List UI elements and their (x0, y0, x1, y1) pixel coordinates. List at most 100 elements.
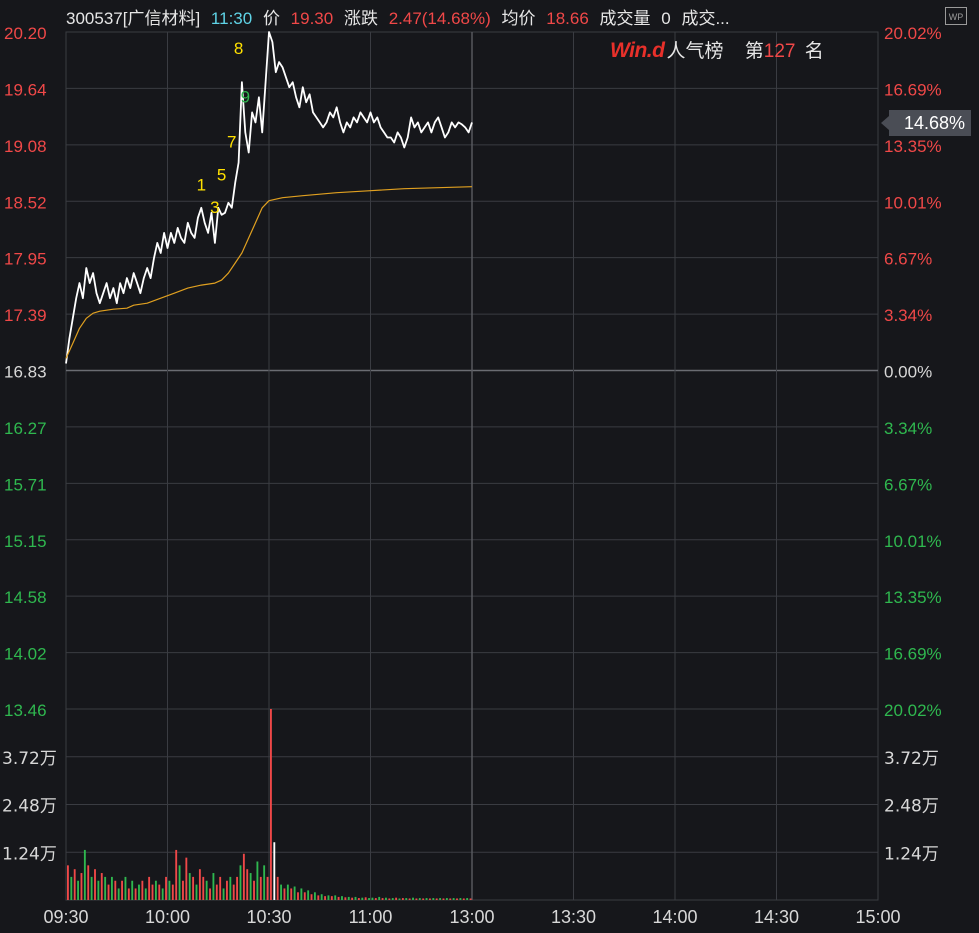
volume-bar (327, 895, 330, 900)
pct-tick-label: 3.34% (884, 306, 932, 325)
pct-tick-label: 10.01% (884, 193, 942, 212)
pct-tick-label: 20.02% (884, 24, 942, 43)
volume-tick-label-right: 3.72万 (884, 749, 939, 769)
volume-bar (73, 869, 76, 900)
pct-tick-label: 13.35% (884, 588, 942, 607)
volume-bar (452, 898, 455, 900)
price-tick-label: 19.08 (4, 137, 47, 156)
volume-bar (341, 896, 343, 900)
volume-tick-label: 2.48万 (2, 797, 57, 817)
wp-badge[interactable]: WP (945, 7, 967, 25)
volume-bar (313, 892, 316, 900)
volume-bar (215, 884, 218, 900)
volume-bar (94, 869, 96, 900)
volume-bar (246, 869, 249, 900)
volume-bar (239, 865, 242, 900)
price-tick-label: 16.83 (4, 363, 47, 382)
volume-bar (307, 890, 310, 900)
volume-bar (151, 884, 154, 900)
price-label: 价 (262, 9, 280, 28)
volume-bar (381, 898, 384, 900)
rank-value: 127 (763, 41, 796, 62)
volume-bar (317, 895, 320, 900)
time-tick-label: 10:00 (145, 907, 190, 927)
volume-bar (178, 865, 181, 900)
pct-tick-label: 16.69% (884, 80, 942, 99)
price-tick-label: 17.39 (4, 306, 47, 325)
volume-label: 成交量 (599, 9, 651, 28)
volume-bar (253, 880, 255, 900)
price-tick-label: 14.02 (4, 645, 47, 664)
time-tick-label: 15:00 (855, 907, 900, 927)
volume-bar (344, 897, 347, 900)
volume-bar (117, 888, 120, 900)
volume-bar (158, 884, 161, 900)
volume-bar (182, 880, 184, 900)
time-tick-label: 13:30 (551, 907, 596, 927)
volume-bar (97, 880, 100, 900)
quote-header: 300537[广信材料] 11:30 价 19.30 涨跌 2.47(14.68… (66, 4, 736, 29)
volume-bar (192, 876, 195, 900)
volume-bar (286, 884, 289, 900)
volume-bar (114, 880, 117, 900)
price-line (65, 31, 473, 364)
volume-bar (209, 888, 211, 900)
volume-bar (127, 888, 130, 900)
current-pct-tag: 14.68% (881, 110, 971, 136)
volume-bar (415, 898, 418, 900)
volume-bar (168, 880, 171, 900)
volume-bar (330, 896, 333, 900)
volume-bar (100, 873, 103, 900)
price-tick-label: 19.64 (4, 80, 47, 99)
volume-bar (456, 898, 458, 900)
volume-bar (266, 876, 269, 900)
volume-bar (165, 876, 167, 900)
pct-tick-label: 0.00% (884, 363, 932, 382)
volume-bar (232, 884, 235, 900)
amount-label: 成交... (681, 9, 730, 28)
volume-bar (374, 898, 377, 900)
price-tick-label: 15.71 (4, 475, 47, 494)
volume-bar (385, 897, 387, 900)
popularity-rank[interactable]: Win.d 人气榜 第127 名 (610, 36, 824, 63)
volume-bar (351, 897, 354, 900)
volume-bar (422, 898, 425, 900)
price-tick-label: 14.58 (4, 588, 47, 607)
volume-bar (107, 884, 110, 900)
time-tick-label: 14:00 (652, 907, 697, 927)
volume-bar (205, 880, 208, 900)
volume-bar (77, 880, 80, 900)
pct-tick-label: 6.67% (884, 250, 932, 269)
volume-bar (290, 888, 293, 900)
volume-bar (310, 894, 313, 900)
volume-bar (442, 898, 445, 900)
volume-bar (425, 898, 428, 900)
volume-tick-label-right: 2.48万 (884, 797, 939, 817)
volume-bar (67, 865, 69, 900)
pct-tick-label: 13.35% (884, 137, 942, 156)
volume-bar (303, 892, 306, 900)
volume-value: 0 (661, 9, 671, 28)
price-tick-label: 17.95 (4, 250, 47, 269)
volume-bar (398, 898, 401, 900)
volume-bar (405, 898, 408, 900)
quote-time: 11:30 (210, 9, 253, 28)
stock-code-name: 300537[广信材料] (66, 9, 201, 28)
pct-tick-label: 16.69% (884, 645, 942, 664)
volume-bar (242, 853, 245, 900)
price-tick-label: 20.20 (4, 24, 47, 43)
change-label: 涨跌 (343, 9, 378, 28)
volume-bar (212, 873, 215, 900)
volume-bar (276, 876, 279, 900)
rank-label: 人气榜 (666, 41, 724, 62)
volume-bar (378, 896, 381, 900)
volume-bar (432, 898, 435, 900)
wind-logo: Win.d (610, 39, 665, 62)
pct-tick-label: 20.02% (884, 701, 942, 720)
signal-marker: 9 (241, 87, 250, 106)
volume-bar (439, 898, 442, 900)
volume-bar (354, 896, 357, 900)
volume-bar (70, 876, 73, 900)
price-tick-label: 15.15 (4, 532, 47, 551)
